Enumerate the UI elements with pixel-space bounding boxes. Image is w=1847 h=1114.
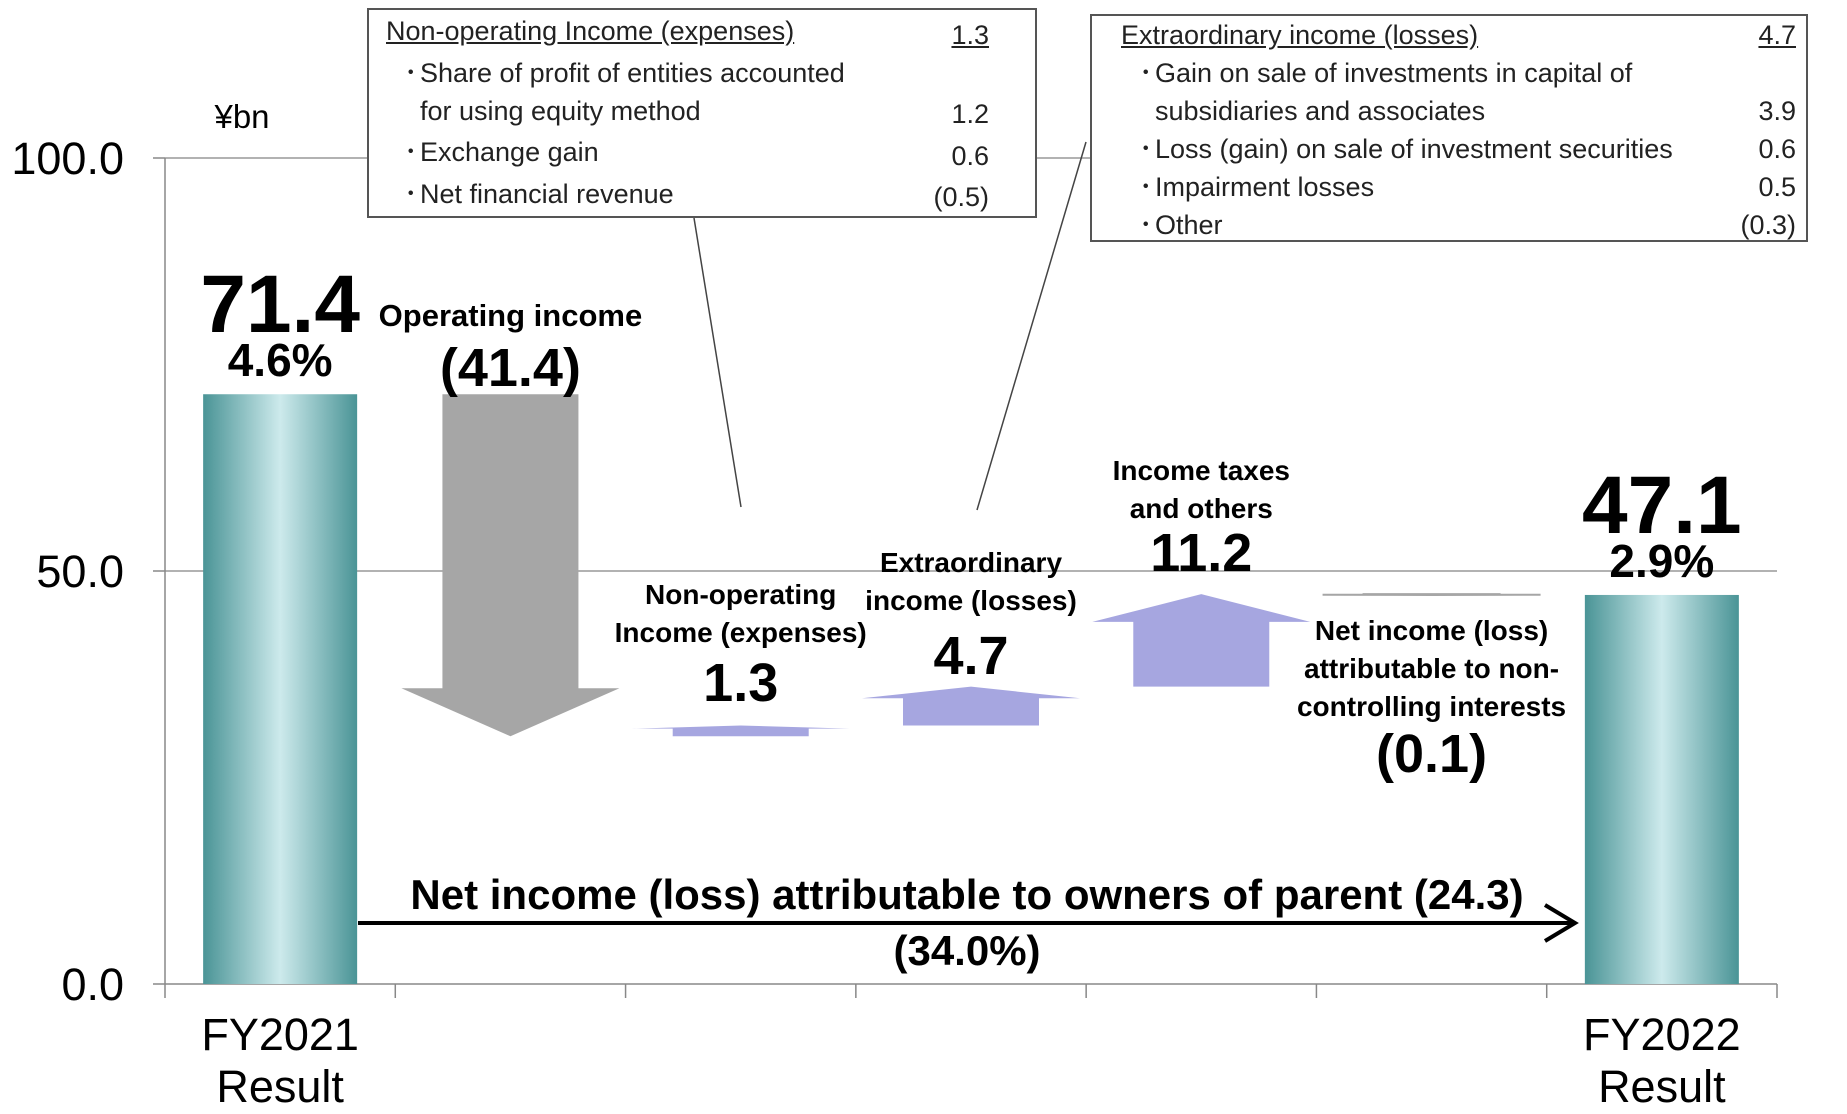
value-label: 47.1: [1582, 459, 1742, 551]
callout-item-label: Impairment losses: [1121, 168, 1730, 206]
value-label: (0.1): [1376, 724, 1488, 785]
y-tick-label: 50.0: [36, 546, 124, 598]
callout-box: Extraordinary income (losses) 4.7 Gain on …: [1090, 14, 1808, 244]
change-arrow: [1322, 593, 1541, 596]
total-bar: [203, 394, 358, 985]
value-label: 1.3: [703, 653, 779, 714]
callout-value: 4.7: [1758, 20, 1796, 50]
callout-item-value: (0.5): [933, 182, 989, 212]
margin-label: 4.6%: [227, 334, 333, 387]
callout-item-value: 3.9: [1758, 96, 1796, 126]
change-arrow: [1092, 594, 1311, 687]
y-tick-label: 0.0: [61, 959, 124, 1011]
value-label: 4.7: [933, 626, 1009, 687]
category-label: Net income (loss) attributable to non- c…: [1296, 614, 1567, 722]
y-tick-label: 100.0: [11, 133, 124, 185]
bridge-label: Net income (loss) attributable to owners…: [410, 871, 1524, 919]
callout-title: Non-operating Income (expenses): [386, 16, 795, 46]
leader-line: [976, 141, 1087, 511]
leader-line: [693, 217, 742, 508]
callout-item-label: Loss (gain) on sale of investment securi…: [1121, 130, 1730, 168]
callout-item-label: Gain on sale of investments in capital o…: [1121, 54, 1730, 130]
category-label: Non-operating Income (expenses): [614, 578, 867, 648]
value-label: 71.4: [200, 259, 360, 351]
callout-item-value: 0.6: [951, 140, 989, 171]
callout-item-value: 0.5: [1758, 172, 1796, 202]
callout-item-label: Share of profit of entities accounted fo…: [386, 54, 923, 134]
change-arrow: [862, 686, 1080, 726]
callout-item-value: 1.2: [951, 99, 989, 129]
callout-item-label: Other: [1121, 206, 1730, 244]
callout-value: 1.3: [951, 19, 989, 50]
value-label: (41.4): [439, 338, 581, 399]
callout-item-label: Net financial revenue: [386, 175, 923, 217]
callout-box: Non-operating Income (expenses) 1.3 Share …: [367, 8, 1037, 218]
bridge-sublabel: (34.0%): [893, 927, 1041, 975]
x-tick-label: FY2021 Result: [201, 1009, 359, 1113]
category-label: Operating income: [378, 297, 643, 333]
y-axis-label: ¥bn: [214, 98, 270, 136]
category-label: Income taxes and others: [1112, 454, 1290, 524]
x-tick-label: FY2022 Result: [1583, 1009, 1741, 1113]
bridge-arrow-head: [1543, 903, 1579, 943]
callout-title: Extraordinary income (losses): [1121, 20, 1479, 50]
callout-item-value: (0.3): [1740, 210, 1796, 240]
value-label: 11.2: [1150, 523, 1253, 584]
callout-item-value: 0.6: [1758, 134, 1796, 164]
category-label: Extraordinary income (losses): [865, 546, 1077, 616]
change-arrow: [631, 725, 850, 737]
change-arrow: [401, 394, 620, 737]
callout-item-label: Exchange gain: [386, 133, 923, 175]
total-bar: [1584, 594, 1739, 984]
margin-label: 2.9%: [1609, 534, 1715, 587]
